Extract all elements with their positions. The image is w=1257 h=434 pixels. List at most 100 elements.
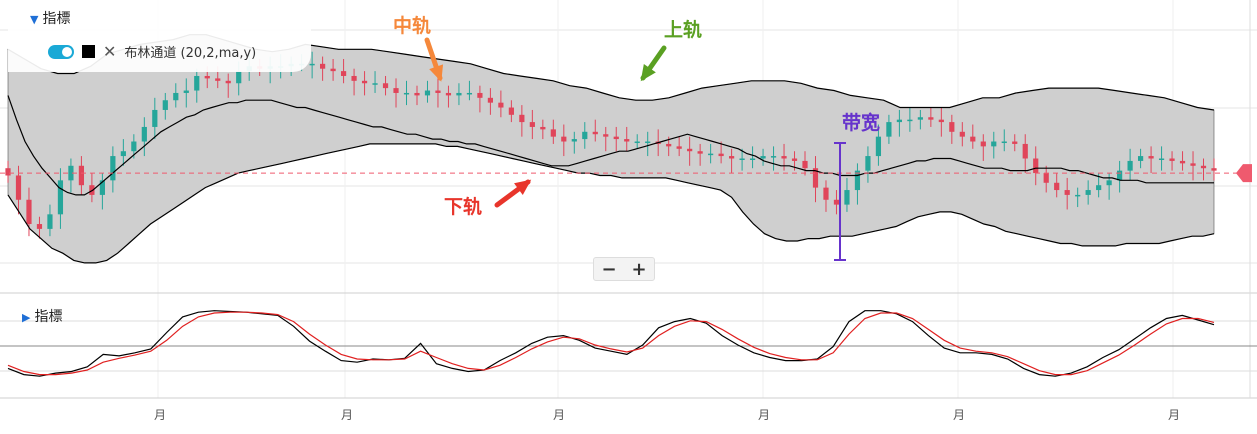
candle bbox=[1117, 170, 1123, 181]
candle bbox=[917, 117, 923, 120]
candle bbox=[340, 71, 347, 76]
candle bbox=[781, 156, 787, 159]
candle bbox=[561, 136, 567, 142]
candle bbox=[729, 156, 735, 159]
candle bbox=[99, 180, 105, 195]
x-tick-label: 月 bbox=[553, 408, 566, 422]
candle bbox=[382, 83, 389, 89]
candle bbox=[162, 100, 168, 110]
candle bbox=[320, 63, 326, 69]
line-color-swatch[interactable] bbox=[82, 45, 95, 58]
candle bbox=[236, 71, 242, 84]
candle bbox=[844, 190, 850, 205]
oscillator-k-line bbox=[7, 310, 1215, 377]
candle bbox=[624, 139, 630, 142]
candle bbox=[791, 158, 798, 161]
oscillator-panel bbox=[0, 320, 1257, 372]
zoom-controls: − + bbox=[593, 257, 655, 281]
candle bbox=[687, 148, 693, 152]
indicator-toggle[interactable] bbox=[48, 44, 74, 59]
candle bbox=[1127, 160, 1133, 171]
zoom-in-button[interactable]: + bbox=[631, 258, 647, 280]
candle bbox=[1012, 141, 1018, 144]
candle bbox=[1085, 190, 1091, 195]
candle bbox=[1211, 168, 1217, 171]
candle bbox=[718, 153, 724, 157]
candle bbox=[980, 141, 986, 147]
zoom-out-button[interactable]: − bbox=[601, 258, 617, 280]
candle bbox=[1064, 190, 1070, 195]
candle bbox=[697, 151, 703, 154]
candle bbox=[204, 75, 210, 79]
indicator-header: ▼ 指標 ✕ 布林通道 (20,2,ma,y) bbox=[8, 0, 311, 72]
lower-arrow-head bbox=[514, 179, 532, 195]
candle bbox=[823, 187, 829, 200]
candle bbox=[949, 122, 955, 132]
annotation-lower-label: 下轨 bbox=[444, 196, 483, 218]
annotation-middle-label: 中轨 bbox=[393, 15, 432, 37]
candle bbox=[173, 92, 179, 101]
candle bbox=[215, 78, 221, 81]
candle bbox=[414, 92, 420, 96]
annotation-bandwidth-label: 带宽 bbox=[842, 112, 881, 134]
candle bbox=[645, 141, 651, 144]
candle bbox=[1148, 156, 1154, 159]
candle bbox=[1022, 143, 1028, 159]
candle bbox=[1179, 160, 1186, 164]
candle bbox=[68, 165, 74, 181]
candle bbox=[1043, 173, 1049, 183]
candle bbox=[36, 224, 43, 229]
candle bbox=[540, 126, 546, 130]
candle bbox=[5, 168, 11, 176]
candle bbox=[907, 119, 913, 122]
indicator-label: 布林通道 (20,2,ma,y) bbox=[124, 46, 257, 61]
candle bbox=[634, 141, 640, 144]
candle bbox=[78, 165, 85, 186]
x-tick-label: 月 bbox=[154, 408, 167, 422]
candle bbox=[1106, 180, 1112, 186]
sub-indicator-label: 指標 bbox=[34, 309, 63, 325]
candle bbox=[1033, 158, 1039, 174]
candle bbox=[393, 88, 399, 93]
candle bbox=[403, 92, 410, 95]
candle bbox=[498, 102, 504, 108]
candle bbox=[1137, 156, 1144, 161]
candle bbox=[508, 107, 514, 115]
candle bbox=[970, 136, 976, 142]
candle bbox=[57, 180, 64, 215]
candle bbox=[372, 83, 378, 85]
candle bbox=[854, 170, 861, 191]
x-tick-label: 月 bbox=[341, 408, 354, 422]
candle bbox=[1158, 158, 1165, 160]
candle bbox=[886, 122, 892, 137]
annotation-arrows bbox=[424, 37, 667, 208]
candle bbox=[110, 156, 116, 181]
middle-band-line bbox=[7, 95, 1214, 196]
candle bbox=[571, 139, 577, 142]
close-icon[interactable]: ✕ bbox=[103, 41, 117, 61]
current-price-marker[interactable] bbox=[1236, 164, 1252, 183]
candle bbox=[309, 63, 315, 66]
sub-indicator-title[interactable]: ▶ 指標 bbox=[22, 306, 62, 326]
candle bbox=[991, 141, 997, 147]
indicator-row: ✕ 布林通道 (20,2,ma,y) bbox=[48, 42, 256, 61]
candle bbox=[456, 92, 462, 96]
candle bbox=[592, 131, 598, 135]
expand-triangle-icon[interactable]: ▶ bbox=[22, 311, 31, 324]
collapse-triangle-icon[interactable]: ▼ bbox=[30, 13, 39, 26]
candle bbox=[749, 158, 756, 160]
candle bbox=[865, 156, 871, 171]
candle bbox=[959, 131, 965, 137]
candle bbox=[141, 126, 147, 142]
candle bbox=[194, 75, 200, 91]
candle bbox=[1169, 158, 1175, 161]
candle bbox=[183, 90, 189, 93]
candle bbox=[15, 175, 22, 200]
annotation-upper-label: 上轨 bbox=[664, 19, 703, 41]
indicator-title[interactable]: ▼ 指標 bbox=[30, 8, 70, 28]
candle bbox=[603, 134, 609, 137]
lower-band-line bbox=[7, 143, 1215, 264]
candle bbox=[802, 160, 808, 169]
